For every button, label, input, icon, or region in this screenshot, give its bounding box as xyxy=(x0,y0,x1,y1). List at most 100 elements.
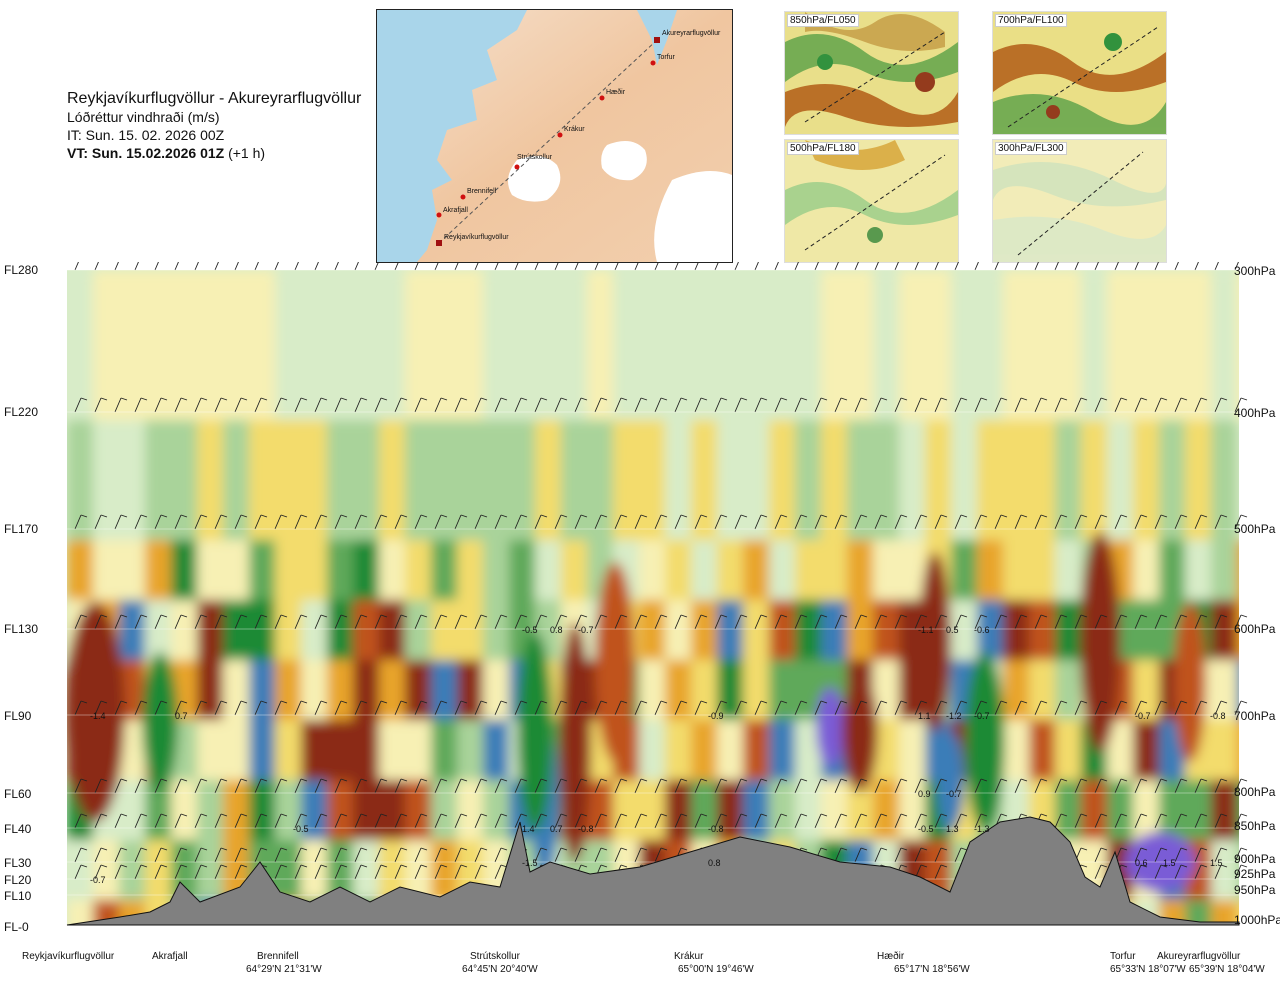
wind-barb xyxy=(554,514,568,530)
wind-barb xyxy=(1074,813,1088,829)
field-value-label: -0.7 xyxy=(90,875,106,885)
field-cell xyxy=(873,660,901,722)
field-cell xyxy=(1159,780,1187,842)
wind-barb xyxy=(1134,700,1148,716)
field-cell xyxy=(457,420,485,540)
wind-barb xyxy=(434,614,448,630)
y-left-tick-fl30: FL30 xyxy=(4,856,32,870)
field-cell xyxy=(717,780,745,842)
field-feature xyxy=(1080,532,1120,752)
map-label-akureyri: Akureyrarflugvöllur xyxy=(662,30,721,37)
wind-barb xyxy=(974,813,988,829)
y-right-tick-1000: 1000hPa xyxy=(1234,913,1280,927)
wind-barb xyxy=(94,262,99,271)
mini-map-300[interactable]: 300hPa/FL300 xyxy=(992,139,1167,263)
wind-barb xyxy=(314,778,328,794)
mini-map-700[interactable]: 700hPa/FL100 xyxy=(992,11,1167,135)
wind-barb xyxy=(614,262,619,271)
wind-barb xyxy=(474,397,488,413)
wind-barb xyxy=(294,397,308,413)
wind-barb xyxy=(534,614,548,630)
field-cell xyxy=(1133,420,1161,540)
field-cell xyxy=(587,780,615,842)
mini-map-label: 500hPa/FL180 xyxy=(787,142,859,155)
wind-barb xyxy=(254,847,268,863)
y-left-tick-fl90: FL90 xyxy=(4,709,32,723)
wind-barb xyxy=(1134,778,1148,794)
field-value-label: -0.7 xyxy=(578,625,594,635)
mini-map-500[interactable]: 500hPa/FL180 xyxy=(784,139,959,263)
wind-barb xyxy=(314,847,328,863)
wind-barb xyxy=(794,778,808,794)
wind-barb xyxy=(854,262,859,271)
mini-map-850[interactable]: 850hPa/FL050 xyxy=(784,11,959,135)
x-loc-reykjavik: Reykjavíkurflugvöllur xyxy=(22,951,115,962)
wind-barb xyxy=(274,778,288,794)
wind-barb xyxy=(294,778,308,794)
wind-barb xyxy=(794,614,808,630)
field-cell xyxy=(145,270,173,420)
field-cell xyxy=(301,540,329,602)
field-cell xyxy=(821,270,849,420)
field-cell xyxy=(1029,600,1057,662)
wind-barb xyxy=(694,262,699,271)
wind-barb xyxy=(1214,262,1219,271)
wind-barb xyxy=(694,813,708,829)
wind-barb xyxy=(174,864,188,880)
field-cell xyxy=(327,270,355,420)
wind-barb xyxy=(814,700,828,716)
field-cell xyxy=(743,270,771,420)
field-feature xyxy=(936,732,964,832)
wind-barb xyxy=(334,778,348,794)
wind-barb xyxy=(454,778,468,794)
field-cell xyxy=(1029,420,1057,540)
wind-barb xyxy=(614,397,628,413)
wind-barb xyxy=(734,397,748,413)
wind-barb xyxy=(94,397,108,413)
wind-barb xyxy=(354,864,368,880)
field-value-label: -1.3 xyxy=(974,824,990,834)
wind-barb xyxy=(1054,514,1068,530)
wind-barb xyxy=(134,864,148,880)
wind-barb xyxy=(914,614,928,630)
wind-barb xyxy=(114,614,128,630)
wind-barb xyxy=(354,397,368,413)
wind-barb xyxy=(254,514,268,530)
field-value-label: 0.5 xyxy=(946,625,959,635)
map-label-brennifell: Brennifell xyxy=(467,188,497,195)
field-cell xyxy=(847,540,875,602)
wind-barb xyxy=(434,397,448,413)
map-label-krakur: Krákur xyxy=(564,126,585,133)
wind-barb xyxy=(1114,778,1128,794)
wind-barb xyxy=(114,847,128,863)
field-cell xyxy=(769,270,797,420)
field-cell xyxy=(93,900,121,925)
field-cell xyxy=(405,600,433,662)
field-cell xyxy=(301,660,329,722)
wind-barb xyxy=(134,700,148,716)
wind-barb xyxy=(934,864,948,880)
wind-barb xyxy=(954,614,968,630)
wind-barb xyxy=(514,778,528,794)
wind-barb xyxy=(894,397,908,413)
field-cell xyxy=(665,780,693,842)
field-cell xyxy=(249,660,277,722)
wind-barb xyxy=(1094,397,1108,413)
field-value-label: -0.5 xyxy=(522,625,538,635)
field-cell xyxy=(769,600,797,662)
field-cell xyxy=(1211,540,1239,602)
field-cell xyxy=(431,660,459,722)
wind-barb xyxy=(814,614,828,630)
wind-barb xyxy=(1054,262,1059,271)
wind-barb xyxy=(274,864,288,880)
wind-barb xyxy=(1174,847,1188,863)
wind-barb xyxy=(214,614,228,630)
field-cell xyxy=(951,600,979,662)
wind-barb xyxy=(754,813,768,829)
field-cell xyxy=(223,540,251,602)
map-label-strutskollur: Strútskollur xyxy=(517,154,553,161)
wind-barb xyxy=(574,262,579,271)
wind-barb xyxy=(594,847,608,863)
wind-barb xyxy=(1034,700,1048,716)
field-cell xyxy=(1055,270,1083,420)
